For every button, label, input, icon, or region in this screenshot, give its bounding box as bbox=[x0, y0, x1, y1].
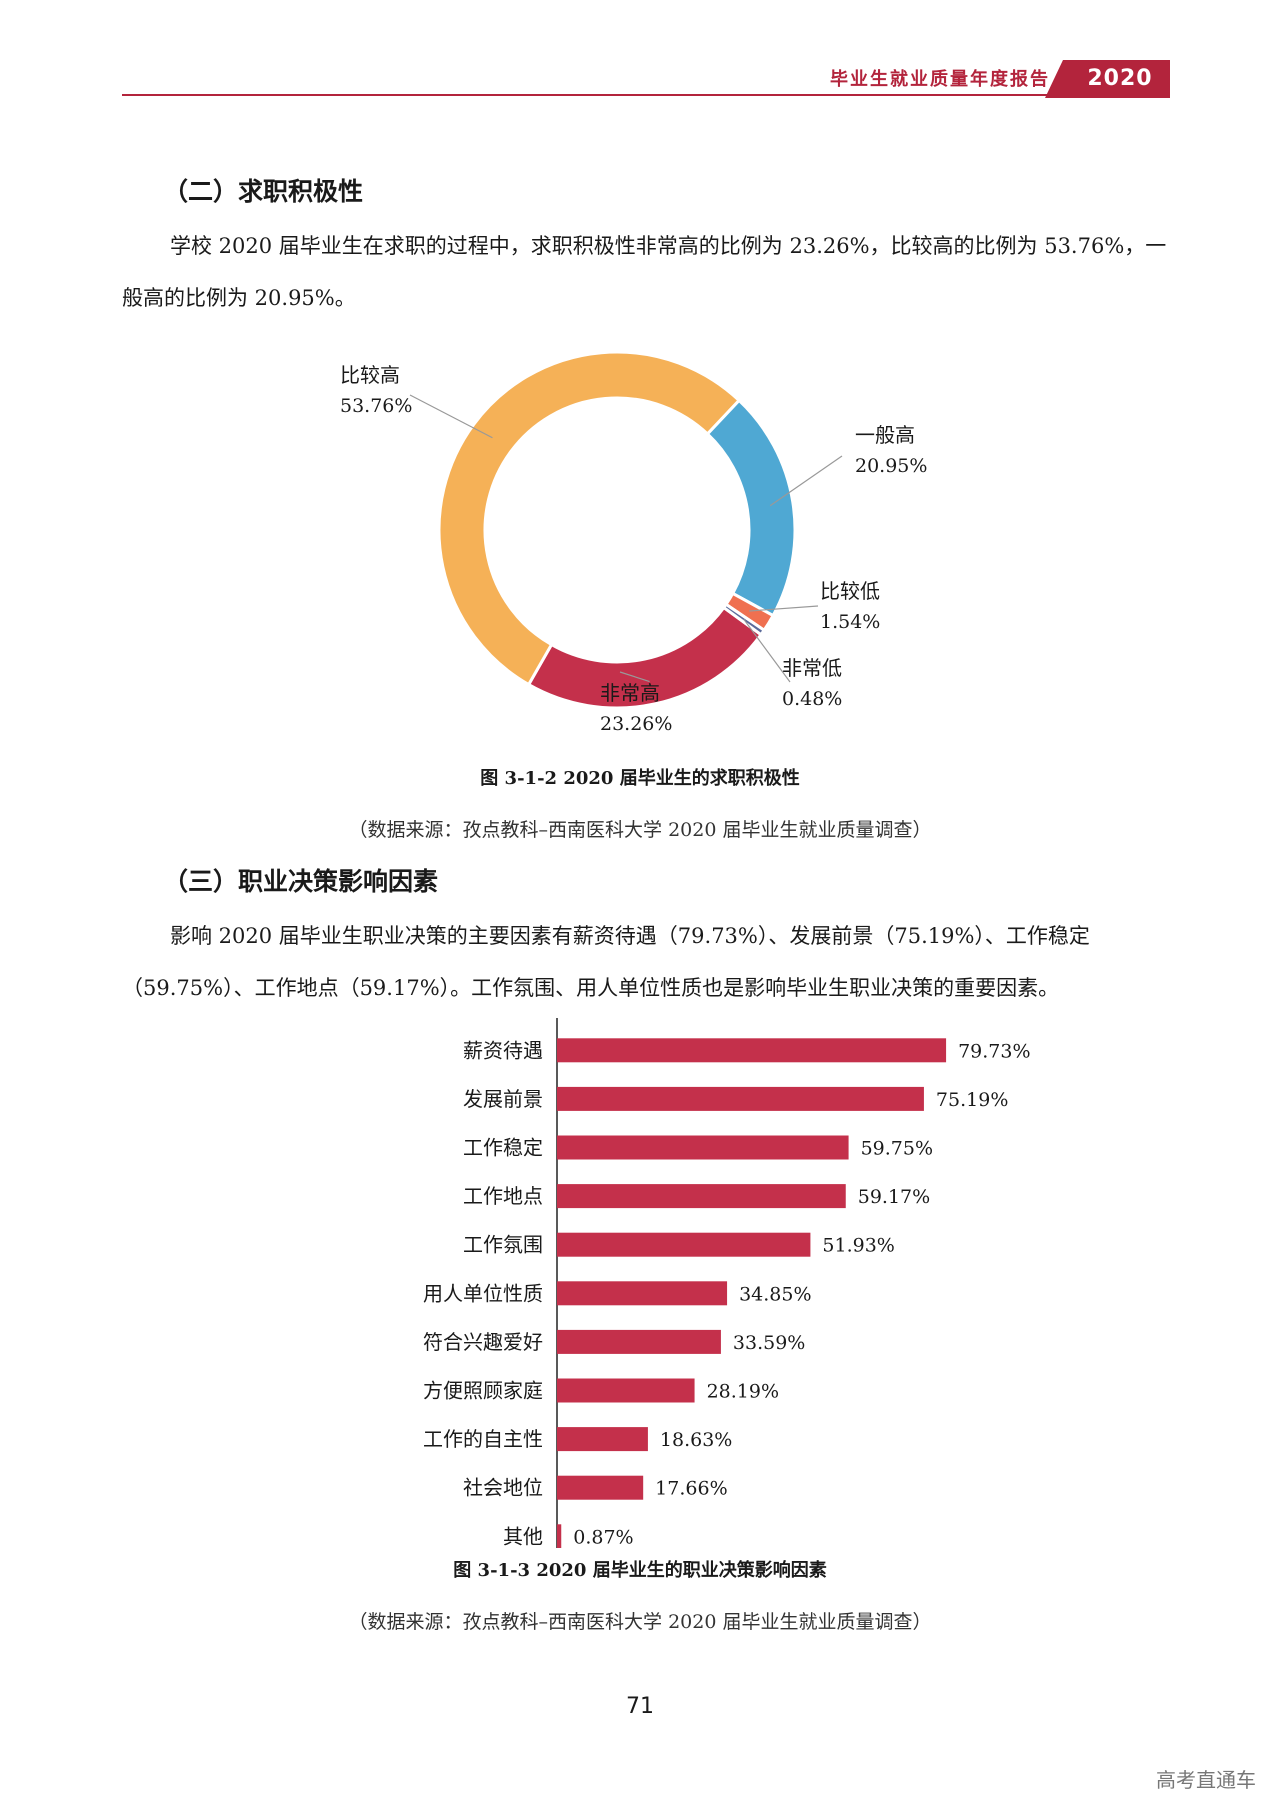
donut-leader-2 bbox=[769, 455, 843, 507]
bar-category-label-6: 符合兴趣爱好 bbox=[423, 1330, 543, 1354]
bar-category-label-3: 工作地点 bbox=[463, 1184, 543, 1208]
section2-paragraph-text: 学校 2020 届毕业生在求职的过程中，求职积极性非常高的比例为 23.26%，… bbox=[122, 234, 1167, 310]
bar-3 bbox=[557, 1184, 846, 1209]
bar-5 bbox=[557, 1281, 728, 1306]
bar-4 bbox=[557, 1232, 811, 1257]
donut-slice-1 bbox=[437, 350, 742, 687]
bar-1 bbox=[557, 1086, 924, 1111]
bar-value-label-1: 75.19% bbox=[936, 1089, 1008, 1111]
bar-category-label-5: 用人单位性质 bbox=[423, 1281, 543, 1305]
figure-3-1-2-caption: 图 3-1-2 2020 届毕业生的求职积极性 bbox=[480, 768, 800, 789]
donut-value-label-2: 20.95% bbox=[855, 455, 927, 477]
figure-3-1-2-source: （数据来源：孜点教科–西南医科大学 2020 届毕业生就业质量调查） bbox=[348, 819, 932, 841]
donut-leader-3 bbox=[749, 605, 819, 612]
header-year-ribbon bbox=[1045, 60, 1170, 98]
donut-label-1: 比较高 bbox=[340, 363, 400, 387]
bar-value-label-2: 59.75% bbox=[861, 1138, 933, 1160]
bar-2 bbox=[557, 1135, 849, 1160]
bar-value-label-7: 28.19% bbox=[707, 1381, 779, 1403]
section-heading-career-decision-factors: （三）职业决策影响因素 bbox=[163, 867, 439, 896]
bar-category-label-0: 薪资待遇 bbox=[463, 1038, 543, 1062]
bar-9 bbox=[557, 1475, 644, 1500]
bar-6 bbox=[557, 1329, 721, 1354]
bar-value-label-5: 34.85% bbox=[739, 1283, 811, 1305]
bar-value-label-0: 79.73% bbox=[958, 1040, 1030, 1062]
section-heading-job-search-motivation: （二）求职积极性 bbox=[163, 177, 364, 206]
donut-value-label-0: 23.26% bbox=[600, 713, 672, 735]
figure-3-1-3-source: （数据来源：孜点教科–西南医科大学 2020 届毕业生就业质量调查） bbox=[348, 1611, 932, 1633]
page-number: 71 bbox=[626, 1694, 654, 1719]
donut-label-2: 一般高 bbox=[855, 423, 915, 447]
bar-value-label-10: 0.87% bbox=[573, 1526, 633, 1548]
bar-category-label-9: 社会地位 bbox=[463, 1476, 543, 1500]
bar-category-label-4: 工作氛围 bbox=[463, 1233, 543, 1257]
donut-leader-4 bbox=[743, 618, 791, 683]
section2-paragraph: 学校 2020 届毕业生在求职的过程中，求职积极性非常高的比例为 23.26%，… bbox=[122, 220, 1170, 324]
bar-value-label-6: 33.59% bbox=[733, 1332, 805, 1354]
bar-10 bbox=[557, 1524, 562, 1548]
figure-3-1-3-caption: 图 3-1-3 2020 届毕业生的职业决策影响因素 bbox=[453, 1560, 827, 1581]
header-year: 2020 bbox=[1087, 66, 1153, 91]
bar-value-label-9: 17.66% bbox=[655, 1478, 727, 1500]
donut-value-label-4: 0.48% bbox=[782, 688, 842, 710]
bar-category-label-8: 工作的自主性 bbox=[423, 1427, 543, 1451]
bar-category-label-1: 发展前景 bbox=[463, 1087, 543, 1111]
job-search-motivation-donut-chart: 非常高 23.26% 比较高 53.76% 一般高 20.95% 比较低 1.54% 非常低 0.… bbox=[340, 350, 927, 735]
bar-value-label-4: 51.93% bbox=[822, 1235, 894, 1257]
donut-label-4: 非常低 bbox=[782, 656, 842, 680]
bar-0 bbox=[557, 1038, 947, 1063]
donut-slice-2 bbox=[705, 398, 797, 618]
career-decision-factors-bar-chart: 薪资待遇 79.73% 发展前景 75.19% 工作稳定 59.75% 工作地点 59.17%… bbox=[423, 1018, 1031, 1548]
bar-value-label-3: 59.17% bbox=[858, 1186, 930, 1208]
donut-leader-1 bbox=[409, 394, 493, 439]
donut-leader-0 bbox=[619, 671, 650, 683]
bar-category-label-7: 方便照顾家庭 bbox=[423, 1379, 543, 1403]
bar-value-label-8: 18.63% bbox=[660, 1429, 732, 1451]
donut-value-label-1: 53.76% bbox=[340, 395, 412, 417]
bar-7 bbox=[557, 1378, 695, 1403]
watermark: 高考直通车 bbox=[1156, 1768, 1256, 1792]
bar-8 bbox=[557, 1427, 648, 1452]
donut-label-0: 非常高 bbox=[600, 681, 660, 705]
bar-category-label-2: 工作稳定 bbox=[463, 1136, 543, 1160]
donut-value-label-3: 1.54% bbox=[820, 611, 880, 633]
donut-label-3: 比较低 bbox=[820, 579, 880, 603]
header-divider bbox=[122, 94, 1167, 96]
section3-paragraph-text: 影响 2020 届毕业生职业决策的主要因素有薪资待遇（79.73%）、发展前景（… bbox=[122, 924, 1090, 1000]
section3-paragraph: 影响 2020 届毕业生职业决策的主要因素有薪资待遇（79.73%）、发展前景（… bbox=[122, 910, 1170, 1014]
bar-category-label-10: 其他 bbox=[503, 1524, 543, 1548]
report-header-title: 毕业生就业质量年度报告 bbox=[830, 69, 1050, 90]
